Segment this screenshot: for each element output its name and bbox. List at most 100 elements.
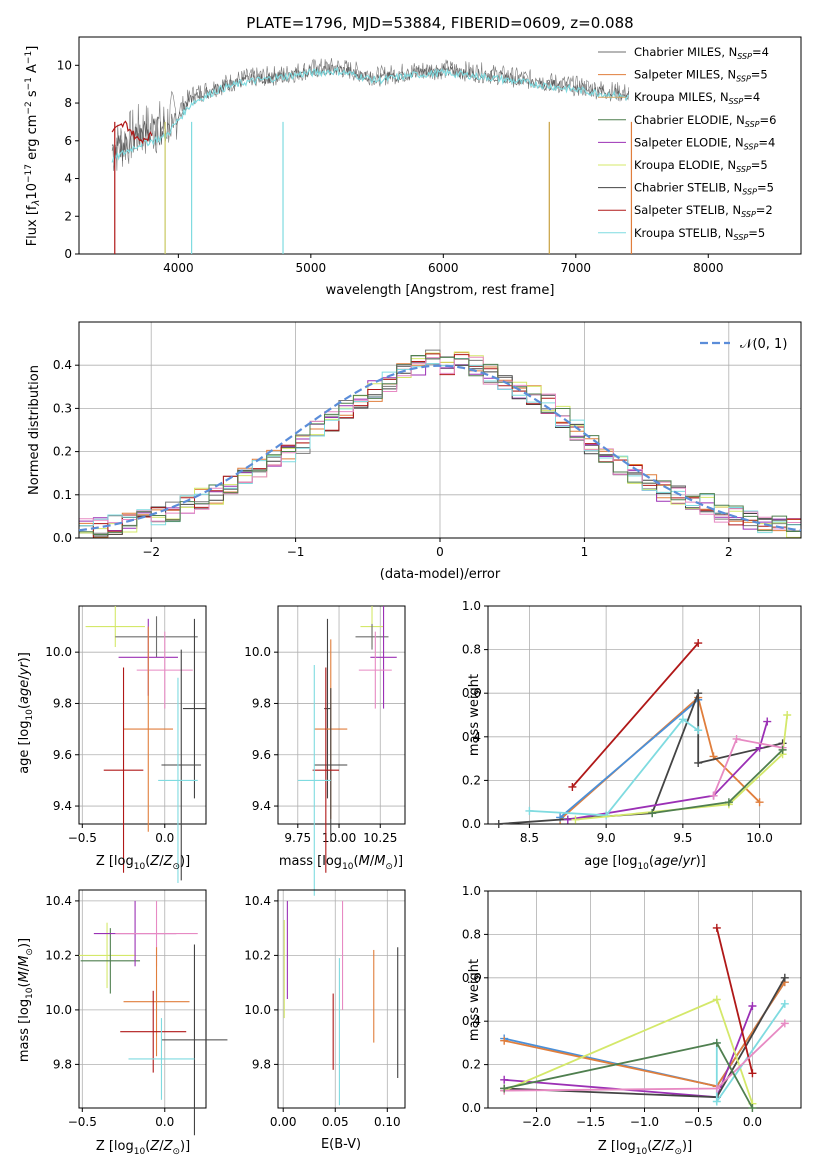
x-tick-label: −1.0 bbox=[630, 1115, 659, 1129]
legend-label: Salpeter MILES, NSSP=5 bbox=[634, 68, 768, 84]
y-tick-label: 0.2 bbox=[462, 773, 481, 787]
weight-marker bbox=[724, 798, 733, 807]
y-tick-label: 9.6 bbox=[53, 748, 72, 762]
x-tick-label: 9.75 bbox=[284, 831, 311, 845]
weight-series-line bbox=[715, 927, 754, 1074]
y-tick-label: 0.1 bbox=[53, 488, 72, 502]
spectrum-series-line bbox=[111, 57, 630, 171]
spectrum-lines bbox=[111, 57, 633, 254]
weight-marker bbox=[712, 1097, 721, 1106]
y-tick-label: 0.6 bbox=[462, 971, 481, 985]
spectrum-series-line bbox=[111, 120, 153, 145]
x-tick-label: 8000 bbox=[693, 261, 724, 275]
y-tick-label: 0.3 bbox=[53, 401, 72, 415]
weight-series-line bbox=[529, 718, 699, 817]
weight-marker bbox=[778, 745, 787, 754]
histogram-x-label: (data-model)/error bbox=[380, 567, 501, 582]
weight-marker bbox=[568, 782, 577, 791]
weight-marker bbox=[748, 1002, 757, 1011]
y-tick-label: 10.0 bbox=[244, 1003, 271, 1017]
spectrum-series-line bbox=[111, 66, 630, 163]
x-tick-label: −2 bbox=[142, 545, 160, 559]
y-tick-label: 4 bbox=[64, 172, 72, 186]
y-tick-label: 1.0 bbox=[462, 884, 481, 898]
weight-marker bbox=[571, 815, 580, 824]
y-tick-label: 9.4 bbox=[252, 799, 271, 813]
y-tick-label: 8 bbox=[64, 96, 72, 110]
y-tick-label: 0.6 bbox=[462, 686, 481, 700]
spectrum-x-label: wavelength [Angstrom, rest frame] bbox=[326, 283, 555, 298]
z-mass-y-label: mass [log10(M/M⊙)] bbox=[17, 938, 35, 1062]
spectrum-title: PLATE=1796, MJD=53884, FIBERID=0609, z=0… bbox=[246, 14, 633, 32]
histogram-x-ticks: −2 −1 0 1 2 bbox=[142, 538, 733, 559]
weight-marker bbox=[500, 1036, 509, 1045]
histogram-y-label: Normed distribution bbox=[27, 365, 42, 495]
y-tick-label: 10.2 bbox=[244, 948, 271, 962]
weight-marker bbox=[694, 689, 703, 698]
age-weight-x-label: age [log10(age/yr)] bbox=[584, 854, 706, 872]
z-weight-y-label: mass weight bbox=[467, 959, 482, 1041]
z-mass-x-label: Z [log10(Z/Z⊙)] bbox=[96, 1139, 190, 1157]
x-tick-label: −0.5 bbox=[68, 1115, 97, 1129]
y-tick-label: 6 bbox=[64, 134, 72, 148]
legend-label: Chabrier MILES, NSSP=4 bbox=[634, 45, 769, 61]
weight-marker bbox=[780, 1019, 789, 1028]
weight-marker bbox=[732, 734, 741, 743]
x-tick-label: 0.00 bbox=[270, 1115, 297, 1129]
mass-age-x-label: mass [log10(M/M⊙)] bbox=[279, 854, 403, 872]
z-weight-x-label: Z [log10(Z/Z⊙)] bbox=[598, 1139, 692, 1157]
x-tick-label: 6000 bbox=[428, 261, 459, 275]
weight-marker bbox=[780, 999, 789, 1008]
age-weight-y-label: mass weight bbox=[467, 674, 482, 756]
histogram-step-line bbox=[79, 355, 801, 535]
weight-marker bbox=[712, 1084, 721, 1093]
x-tick-label: 2 bbox=[725, 545, 733, 559]
x-tick-label: −2.0 bbox=[522, 1115, 551, 1129]
spectrum-panel: PLATE=1796, MJD=53884, FIBERID=0609, z=0… bbox=[24, 14, 802, 298]
y-tick-label: 10.0 bbox=[244, 645, 271, 659]
y-tick-label: 10.4 bbox=[244, 894, 271, 908]
y-tick-label: 0.0 bbox=[462, 1101, 481, 1115]
y-tick-label: 9.8 bbox=[53, 1057, 72, 1071]
y-tick-label: 10.2 bbox=[45, 948, 72, 962]
weight-marker bbox=[563, 815, 572, 824]
x-tick-label: 0.0 bbox=[743, 1115, 762, 1129]
z-age-x-label: Z [log10(Z/Z⊙)] bbox=[96, 854, 190, 872]
y-tick-label: 9.8 bbox=[53, 696, 72, 710]
weight-marker bbox=[500, 1075, 509, 1084]
weight-marker bbox=[712, 995, 721, 1004]
weight-marker bbox=[648, 809, 657, 818]
weight-marker bbox=[755, 743, 764, 752]
weight-series-line bbox=[715, 1003, 786, 1105]
spectrum-axes-frame bbox=[78, 36, 802, 255]
weight-series-line bbox=[575, 714, 789, 821]
y-tick-label: 2 bbox=[64, 209, 72, 223]
axes-frame bbox=[487, 605, 802, 825]
weight-marker bbox=[712, 1038, 721, 1047]
normal-legend-label: 𝒩(0, 1) bbox=[740, 337, 787, 352]
x-tick-label: 0.0 bbox=[155, 831, 174, 845]
weight-marker bbox=[780, 973, 789, 982]
legend-label: Chabrier ELODIE, NSSP=6 bbox=[634, 113, 776, 129]
legend-label: Salpeter STELIB, NSSP=2 bbox=[634, 203, 773, 219]
x-tick-label: 8.5 bbox=[520, 831, 539, 845]
histogram-y-ticks: 0.0 0.1 0.2 0.3 0.4 bbox=[53, 358, 79, 545]
weight-marker bbox=[525, 806, 534, 815]
y-tick-label: 0.4 bbox=[462, 1014, 481, 1028]
z-age-panel: −0.5 0.0 9.4 9.6 9.8 10.0 bbox=[45, 605, 207, 883]
weight-marker bbox=[602, 811, 611, 820]
weight-marker bbox=[763, 717, 772, 726]
mass-age-panel: 9.75 10.00 10.25 9.4 9.6 9.8 10.0 bbox=[244, 605, 406, 896]
y-tick-label: 10.0 bbox=[45, 645, 72, 659]
y-tick-label: 10 bbox=[57, 58, 72, 72]
spectrum-legend: Chabrier MILES, NSSP=4 Salpeter MILES, NS… bbox=[598, 45, 776, 242]
histogram-steps bbox=[78, 321, 802, 539]
y-tick-label: 0.2 bbox=[462, 1058, 481, 1072]
y-tick-label: 9.4 bbox=[53, 799, 72, 813]
axes-frame bbox=[78, 605, 207, 825]
x-tick-label: 7000 bbox=[561, 261, 592, 275]
legend-label: Kroupa ELODIE, NSSP=5 bbox=[634, 158, 768, 174]
y-tick-label: 9.8 bbox=[252, 696, 271, 710]
y-tick-label: 9.6 bbox=[252, 748, 271, 762]
y-tick-label: 0.8 bbox=[462, 643, 481, 657]
